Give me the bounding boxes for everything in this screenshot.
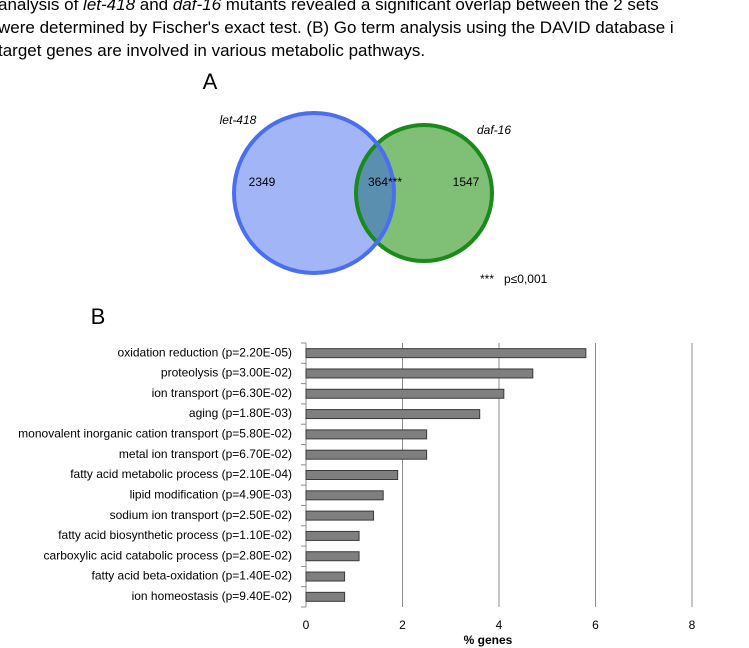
x-axis-title: % genes: [464, 633, 513, 647]
category-label: fatty acid biosynthetic process (p=1.10E…: [58, 528, 292, 542]
bar: [305, 429, 428, 440]
set-circle: [234, 113, 394, 273]
bar: [305, 470, 399, 480]
category-label: ion homeostasis (p=9.40E-02): [132, 589, 292, 603]
caption-text: target genes are involved in various met…: [0, 41, 425, 60]
category-label: carboxylic acid catabolic process (p=2.8…: [44, 548, 292, 562]
bar: [305, 348, 587, 359]
category-label: ion transport (p=6.30E-02): [152, 386, 292, 400]
caption-line: were determined by Fischer's exact test.…: [0, 18, 674, 37]
category-label: metal ion transport (p=6.70E-02): [119, 447, 292, 461]
intersection: [356, 143, 394, 243]
set-name: let-418: [220, 113, 257, 127]
bar: [305, 571, 346, 582]
bar: [305, 551, 360, 562]
bar: [305, 368, 534, 379]
intersection-count: 364***: [368, 175, 402, 189]
category-label: oxidation reduction (p=2.20E-05): [118, 345, 292, 359]
category-label: monovalent inorganic cation transport (p…: [18, 427, 292, 441]
category-label: fatty acid beta-oxidation (p=1.40E-02): [92, 569, 292, 583]
set-count: 2349: [249, 175, 276, 189]
bar: [305, 530, 360, 541]
set-count: 1547: [453, 175, 480, 189]
category-label: sodium ion transport (p=2.50E-02): [110, 508, 292, 522]
set-outline: [232, 111, 396, 275]
bar: [305, 449, 428, 460]
x-tick-label: 6: [592, 618, 599, 632]
set-circle: [356, 125, 492, 261]
caption-text: analysis of: [0, 0, 83, 14]
bar: [305, 490, 384, 501]
caption-text: and: [135, 0, 173, 14]
x-tick-label: 4: [496, 618, 503, 632]
x-tick-label: 0: [303, 618, 310, 632]
bar: [305, 510, 375, 521]
caption-line: analysis of let-418 and daf-16 mutants r…: [0, 0, 659, 14]
category-label: fatty acid metabolic process (p=2.10E-04…: [70, 467, 292, 481]
category-label: lipid modification (p=4.90E-03): [130, 487, 292, 501]
caption-text: let-418: [83, 0, 136, 14]
set-name: daf-16: [477, 123, 511, 137]
caption-text: daf-16: [173, 0, 222, 14]
panel-label: B: [91, 304, 106, 329]
bar: [305, 409, 481, 420]
caption-text: mutants revealed a significant overlap b…: [221, 0, 659, 14]
annotation: *** p≤0,001: [480, 272, 548, 286]
caption-text: were determined by Fischer's exact test.…: [0, 18, 674, 37]
caption-line: target genes are involved in various met…: [0, 41, 425, 60]
category-label: proteolysis (p=3.00E-02): [161, 366, 292, 380]
category-label: aging (p=1.80E-03): [189, 406, 292, 420]
bar: [305, 591, 346, 602]
x-tick-label: 2: [399, 618, 406, 632]
bar-chart: B 0 2 4 6 8 oxidation reduction (p=2.20E-05) pr…: [18, 304, 695, 647]
set-outline: [354, 123, 494, 263]
panel-label: A: [203, 69, 218, 94]
x-tick-label: 8: [689, 618, 696, 632]
bar: [305, 388, 505, 399]
